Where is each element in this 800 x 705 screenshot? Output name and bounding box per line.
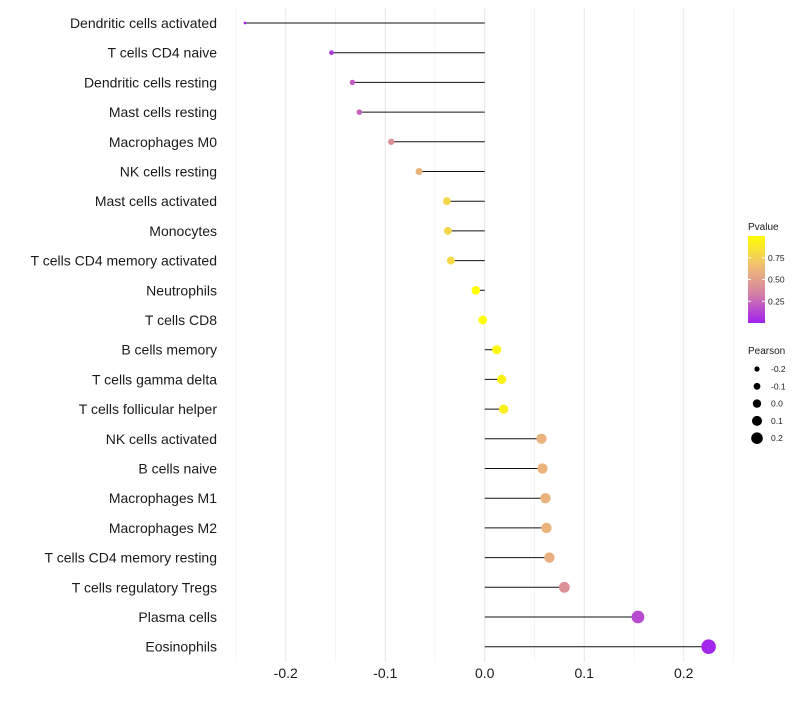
lollipop-row [388, 138, 485, 145]
category-label: T cells CD4 memory activated [31, 253, 217, 269]
size-legend-label: 0.1 [771, 416, 783, 426]
category-label: B cells naive [138, 461, 217, 477]
x-tick-label: 0.2 [674, 665, 694, 681]
size-legend-dot [752, 399, 762, 408]
size-legend-label: -0.1 [771, 381, 786, 391]
category-label: Macrophages M1 [109, 490, 217, 506]
colorbar-tick-label: 0.50 [768, 275, 785, 285]
category-label: Neutrophils [146, 282, 217, 298]
grid-lines [235, 8, 734, 662]
x-tick-label: -0.1 [373, 665, 397, 681]
lollipop-point [701, 639, 716, 654]
size-legend-label: -0.2 [771, 364, 786, 374]
lollipop-point [541, 522, 552, 534]
lollipop-row [478, 315, 488, 325]
lollipop-point [498, 404, 509, 414]
size-legend-title: Pearson [748, 346, 785, 357]
lollipop-point [471, 286, 481, 295]
colorbar [748, 236, 765, 323]
category-label: Monocytes [149, 223, 217, 239]
category-label: Mast cells resting [109, 104, 217, 120]
category-label: Plasma cells [138, 609, 217, 625]
lollipop-point [540, 493, 551, 504]
lollipop-row [349, 79, 485, 86]
lollipop-row [243, 21, 485, 25]
category-label: T cells CD8 [145, 312, 217, 328]
lollipop-row [484, 345, 502, 355]
lollipop-point [558, 581, 570, 593]
size-legend-dot [752, 415, 762, 426]
lollipop-point [537, 463, 548, 474]
lollipop-point [443, 197, 451, 206]
category-label: NK cells resting [120, 164, 217, 180]
colorbar-tick-label: 0.25 [768, 296, 785, 306]
lollipop-point [443, 226, 452, 235]
lollipop-point [356, 109, 363, 115]
lollipop-row [443, 226, 485, 235]
lollipop-row [484, 493, 551, 504]
size-legend-dot [754, 366, 760, 372]
lollipop-point [497, 374, 507, 385]
colorbar-tick-label: 0.75 [768, 253, 785, 263]
category-label: T cells follicular helper [79, 401, 218, 417]
category-label: T cells gamma delta [92, 371, 217, 387]
category-label: Eosinophils [145, 639, 217, 655]
lollipop-point [631, 610, 645, 624]
lollipop-row [484, 552, 555, 563]
x-tick-label: 0.1 [574, 665, 594, 681]
lollipop-point [492, 345, 502, 355]
lollipop-row [443, 197, 485, 206]
category-label: NK cells activated [106, 431, 217, 447]
category-label: Mast cells activated [95, 193, 217, 209]
category-label: T cells CD4 naive [108, 45, 218, 61]
size-legend-label: 0.2 [771, 433, 783, 443]
category-label: Macrophages M2 [109, 520, 217, 536]
lollipop-row [471, 286, 485, 295]
lollipop-row [484, 404, 509, 414]
lollipop-row [484, 433, 547, 444]
category-label: T cells CD4 memory resting [45, 550, 217, 566]
lollipop-row [484, 610, 645, 624]
category-label: Dendritic cells resting [84, 74, 217, 90]
lollipop-point [544, 552, 555, 563]
x-tick-label: 0.0 [475, 665, 495, 681]
lollipop-row [484, 463, 548, 474]
lollipop-row [484, 581, 570, 593]
size-legend-label: 0.0 [771, 399, 783, 409]
lollipop-row [415, 167, 485, 176]
colorbar-title: Pvalue [748, 222, 779, 233]
lollipop-point [243, 21, 247, 25]
category-label: Dendritic cells activated [70, 15, 217, 31]
lollipop-point [388, 138, 395, 145]
category-label: T cells regulatory Tregs [72, 579, 217, 595]
lollipop-row [484, 374, 507, 385]
lollipop-row [484, 639, 716, 654]
lollipop-point [329, 50, 334, 56]
size-legend-dot [751, 432, 763, 445]
lollipop-point [536, 433, 547, 444]
lollipop-row [356, 109, 485, 115]
lollipop-row [329, 50, 485, 56]
lollipop-point [415, 167, 423, 176]
category-label: B cells memory [121, 342, 217, 358]
lollipop-point [349, 79, 356, 86]
size-legend-dot [753, 382, 761, 390]
lollipop-row [484, 522, 552, 534]
category-label: Macrophages M0 [109, 134, 217, 150]
lollipop-point [478, 315, 488, 325]
x-tick-label: -0.2 [274, 665, 298, 681]
lollipop-point [446, 256, 455, 265]
lollipop-row [446, 256, 485, 265]
lollipop-marks [243, 21, 716, 654]
